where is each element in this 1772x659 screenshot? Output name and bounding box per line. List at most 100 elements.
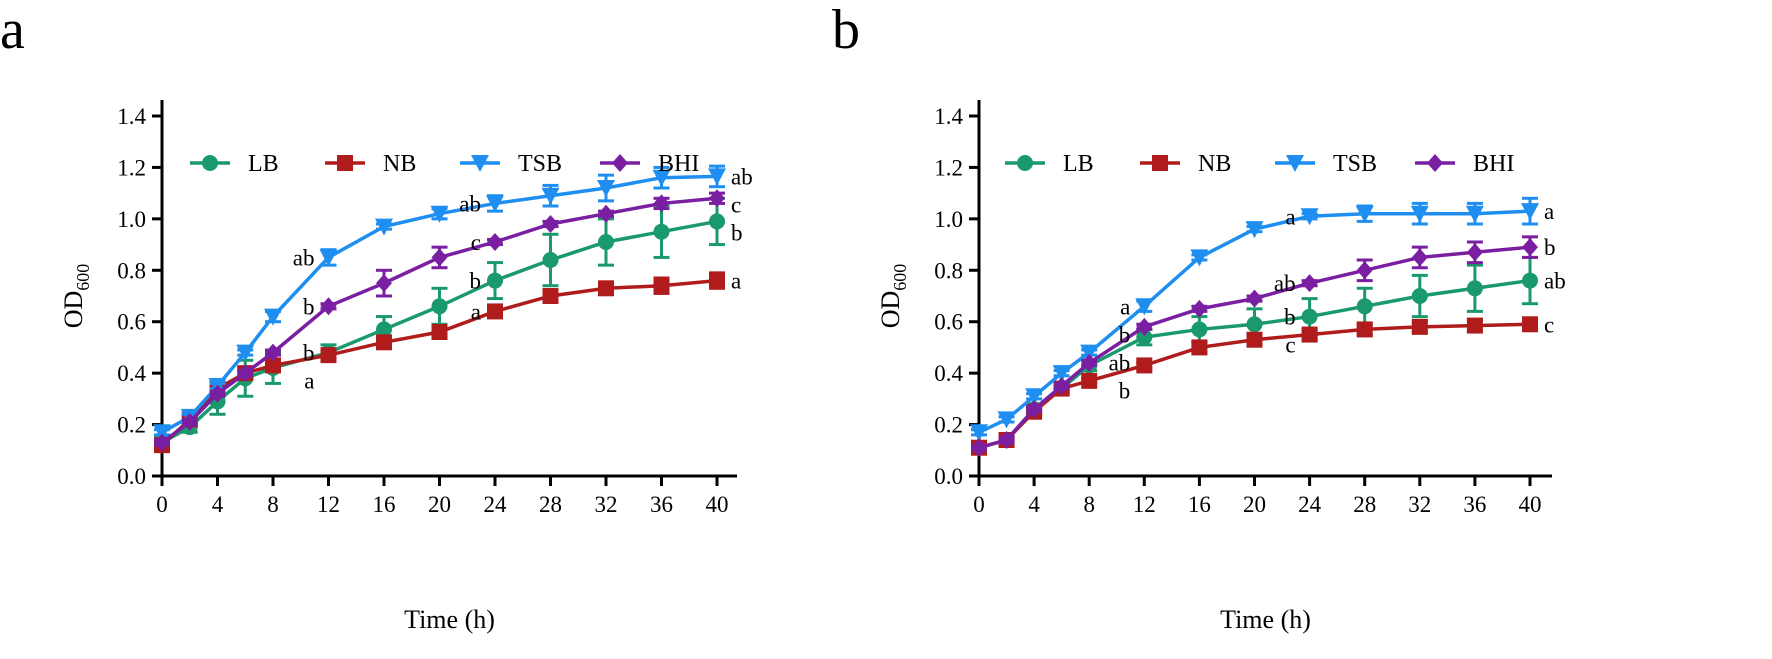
- legend-marker: [202, 155, 218, 171]
- significance-letter: ab: [1274, 271, 1296, 296]
- x-tick-label: 0: [973, 492, 985, 517]
- data-point: [376, 334, 392, 351]
- significance-letter: ab: [731, 164, 753, 189]
- x-tick-label: 8: [1083, 492, 1095, 517]
- data-point: [487, 303, 503, 320]
- data-point: [970, 424, 988, 442]
- x-tick-label: 4: [1028, 492, 1040, 517]
- data-point: [1301, 326, 1318, 343]
- data-point: [1356, 298, 1373, 315]
- y-tick-label: 1.2: [117, 155, 146, 180]
- data-point: [598, 204, 614, 223]
- data-point: [709, 272, 725, 289]
- x-tick-label: 28: [539, 492, 562, 517]
- significance-letter: c: [1285, 333, 1295, 358]
- y-tick-label: 0.2: [117, 413, 146, 438]
- data-point: [709, 189, 725, 208]
- significance-letter: b: [731, 220, 743, 245]
- data-point: [265, 357, 281, 374]
- data-point: [542, 288, 559, 304]
- x-tick-label: 32: [1408, 492, 1431, 517]
- significance-letter: a: [1285, 204, 1295, 229]
- x-tick-label: 16: [373, 492, 396, 517]
- data-point: [264, 308, 282, 326]
- x-tick-label: 20: [428, 492, 451, 517]
- data-point: [597, 180, 615, 197]
- legend-label: LB: [1063, 151, 1094, 177]
- significance-letter: ab: [459, 191, 481, 216]
- data-point: [320, 297, 337, 316]
- x-axis-label: Time (h): [1220, 605, 1311, 634]
- significance-letter: c: [1544, 312, 1554, 337]
- data-point: [1466, 243, 1483, 262]
- panel-b: b 0.0 0.2 0.4 0.6 0.8 1.0 1.2 1.4 0 4 8 12 16 20 24 28 32…: [832, 0, 1566, 634]
- legend-label: TSB: [518, 151, 562, 177]
- panel-a: a 0.0 0.2 0.4 0.6 0.8 1.0 1.2 1.4 0 4 8 12 16 20 24 28 32…: [0, 0, 753, 634]
- data-point: [653, 194, 670, 213]
- data-point: [1246, 289, 1263, 308]
- data-point: [1410, 205, 1429, 223]
- data-point: [237, 364, 254, 383]
- legend-marker: [1427, 154, 1443, 172]
- y-tick-label: 1.0: [934, 207, 963, 232]
- legend-label: NB: [1198, 151, 1231, 177]
- x-tick-label: 12: [1133, 492, 1156, 517]
- data-point: [1191, 299, 1208, 318]
- data-point: [1466, 317, 1483, 334]
- significance-letter: c: [471, 230, 481, 255]
- x-tick-label: 20: [1243, 492, 1266, 517]
- significance-letter: ab: [293, 245, 315, 270]
- data-point: [1246, 331, 1263, 348]
- data-point: [236, 344, 255, 362]
- significance-letter: a: [1544, 199, 1554, 224]
- y-axis-label-subscript: 600: [890, 264, 910, 291]
- legend-marker: [1152, 155, 1168, 171]
- data-point: [376, 274, 392, 293]
- significance-letter: b: [303, 294, 315, 319]
- data-point: [1052, 365, 1071, 383]
- data-point: [708, 168, 726, 186]
- significance-letter: ab: [1544, 269, 1566, 294]
- legend-item-bhi: BHI: [1415, 151, 1514, 177]
- legend-label: BHI: [1473, 151, 1514, 177]
- data-point: [1191, 321, 1208, 338]
- data-point: [1301, 308, 1318, 325]
- significance-letter: b: [1544, 235, 1556, 260]
- data-point: [1355, 205, 1374, 223]
- data-point: [154, 433, 170, 452]
- data-point: [1080, 344, 1099, 362]
- data-point: [971, 438, 987, 457]
- x-tick-label: 28: [1353, 492, 1376, 517]
- data-point: [1026, 400, 1043, 419]
- legend-label: NB: [383, 151, 416, 177]
- significance-letter: a: [731, 269, 741, 294]
- data-point: [1190, 249, 1209, 267]
- data-point: [652, 169, 671, 187]
- significance-letter: ab: [1109, 350, 1131, 375]
- data-point: [1522, 316, 1538, 333]
- y-tick-label: 0.0: [934, 464, 963, 489]
- data-point: [1191, 339, 1208, 356]
- significance-letter: a: [471, 299, 481, 324]
- x-tick-label: 36: [1463, 492, 1486, 517]
- y-tick-label: 1.0: [117, 207, 146, 232]
- data-point: [653, 277, 670, 294]
- data-point: [487, 272, 503, 289]
- y-axis-label-main: OD: [876, 291, 905, 329]
- x-tick-label: 36: [650, 492, 673, 517]
- data-point: [598, 280, 614, 297]
- data-point: [209, 384, 226, 403]
- significance-letter: c: [731, 192, 741, 217]
- x-tick-label: 8: [267, 492, 279, 517]
- data-point: [1136, 317, 1153, 336]
- x-tick-label: 4: [212, 492, 224, 517]
- legend-item-lb: LB: [1005, 151, 1094, 177]
- legend-marker: [1286, 155, 1304, 172]
- data-point: [376, 321, 392, 338]
- data-point: [1356, 261, 1373, 280]
- data-point: [1245, 221, 1264, 239]
- x-tick-label: 40: [1519, 492, 1542, 517]
- data-point: [542, 252, 559, 268]
- data-point: [1411, 248, 1428, 267]
- y-tick-label: 1.4: [934, 104, 963, 129]
